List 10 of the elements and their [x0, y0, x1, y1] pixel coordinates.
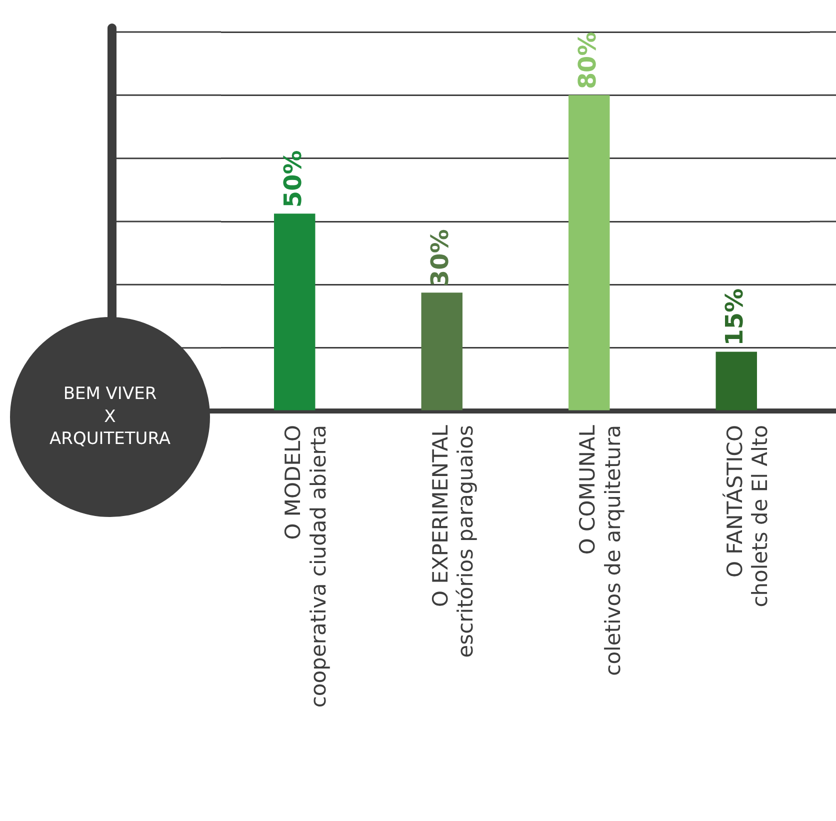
circle-badge: BEM VIVER X ARQUITETURA: [10, 317, 210, 517]
bar: [568, 95, 610, 410]
bar: [421, 292, 462, 410]
data-label: 15%: [720, 288, 749, 346]
bar: [274, 214, 316, 410]
bar: [716, 352, 757, 410]
data-label: 80%: [573, 32, 602, 90]
x-tick-label: O MODELO cooperativa ciudad abierta: [281, 425, 330, 708]
data-label: 50%: [278, 150, 307, 208]
data-label: 30%: [426, 229, 454, 287]
